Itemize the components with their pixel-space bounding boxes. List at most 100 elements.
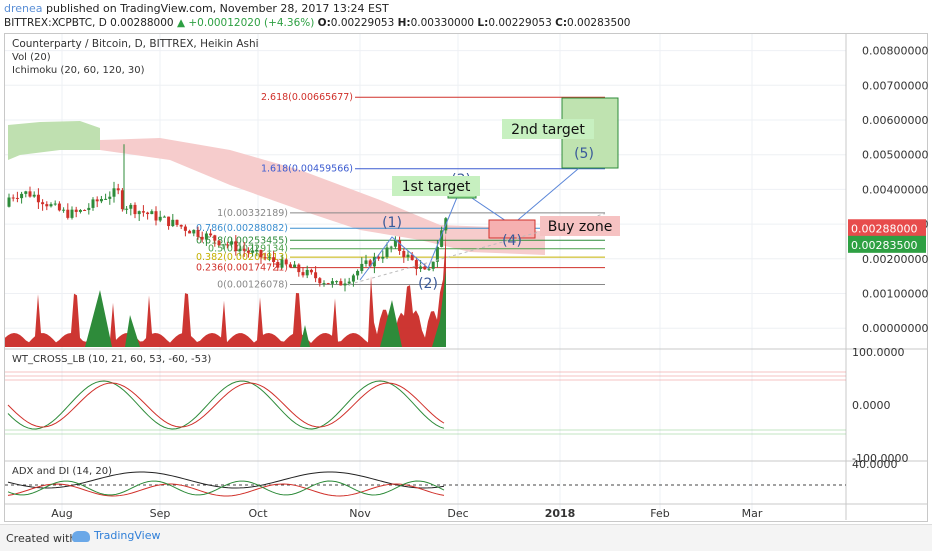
volume-area [5,232,446,347]
annotation-bg [392,176,480,196]
candle [45,204,49,207]
open-value: 0.00229053 [330,17,395,29]
x-tick-label: Nov [349,507,371,520]
candle [179,224,183,227]
candle [150,211,154,215]
candle [435,246,439,262]
candle [255,249,259,251]
candle [267,257,271,259]
candle [196,229,200,237]
x-tick-label: Mar [742,507,763,520]
candle [41,202,45,205]
trend-line [348,213,606,285]
candle [78,209,82,212]
fib-label: 0.382(0.00204813) [196,252,288,263]
candle [381,256,385,259]
candle [209,233,213,236]
candle [335,281,339,283]
candle [322,283,326,285]
fib-label: 1.618(0.00459566) [261,164,353,175]
chart-header: drenea published on TradingView.com, Nov… [0,0,932,32]
adx-tick: 40.0000 [852,458,898,471]
publish-line: drenea published on TradingView.com, Nov… [4,2,389,15]
candle [288,264,292,268]
fib-extension: 2.618(0.00665677) 1.618(0.00459566) 1(0.00… [196,92,605,290]
fib-label: 0.236(0.00174721) [196,263,288,274]
candle [402,250,406,258]
candle [158,216,162,221]
candle [305,269,309,276]
vol-legend[interactable]: Vol (20) [12,52,51,63]
publish-info: published on TradingView.com, November 2… [46,2,389,15]
tradingview-brand: TradingView [94,529,161,542]
wt-tick: 100.0000 [852,346,905,359]
candle [11,197,15,199]
candle [372,256,376,267]
adx-line [7,471,445,489]
candle [419,266,423,269]
candle [272,257,276,263]
price-axis: 0.00800000 0.00700000 0.00600000 0.00500000… [5,34,928,520]
candle [62,209,66,211]
candle [70,209,74,218]
candle [377,256,381,259]
x-tick-label: Feb [650,507,669,520]
last-price-badge [848,219,926,237]
candle [221,244,225,246]
ichimoku-legend[interactable]: Ichimoku (20, 60, 120, 30) [12,65,145,76]
wt-cross-pane: 100.0000 0.0000 -100.0000 [5,346,908,465]
chart-frame[interactable] [4,33,928,522]
candle [364,260,368,264]
last-price-label: 0.00288000 [851,222,917,235]
candle [20,193,24,199]
candle [116,188,120,191]
adx-pane: 40.0000 [5,458,898,497]
candle [204,233,208,240]
candle [167,216,171,227]
candle [230,241,234,245]
candle [389,246,393,248]
cloud-red [100,138,545,255]
ichimoku-cloud [8,121,545,255]
candle [15,197,19,199]
candle [91,199,95,208]
author-link[interactable]: drenea [4,2,43,15]
di-plus-line [7,480,445,496]
candle [326,283,330,285]
candle [120,190,124,210]
candle [7,197,11,207]
candle [406,254,410,258]
last-price: 0.00288000 [110,17,174,29]
tradingview-link[interactable]: TradingView [72,529,160,542]
candle [251,250,255,253]
chart-canvas[interactable]: 2.618(0.00665677) 1.618(0.00459566) 1(0.00… [0,0,932,524]
annotation-bg [540,216,620,236]
candle [200,236,204,240]
candle [57,203,61,211]
y-tick-label: 0.00200000 [862,253,928,266]
candle [24,191,28,194]
close-value: 0.00283500 [567,17,631,29]
adx-legend[interactable]: ADX and DI (14, 20) [12,466,112,477]
x-tick-label: Sep [150,507,171,520]
price-change: +0.00012020 (+4.36%) [188,17,315,29]
candle [351,275,355,282]
candle [74,209,78,212]
candle [95,199,99,202]
candle [398,240,402,251]
wt-legend[interactable]: WT_CROSS_LB (10, 21, 60, 53, -60, -53) [12,354,212,365]
candle [318,278,322,284]
candle [339,281,343,286]
candle [53,203,57,205]
fib-label: 2.618(0.00665677) [261,92,353,103]
fib-label: 0.618(0.00253455) [196,235,288,246]
candle [284,259,288,265]
candle [137,211,141,215]
candle [263,257,267,259]
candle [162,216,166,218]
candle [385,247,389,257]
candle [192,229,196,234]
x-tick-label: Aug [51,507,72,520]
annotation-text: Buy zone [548,219,613,235]
